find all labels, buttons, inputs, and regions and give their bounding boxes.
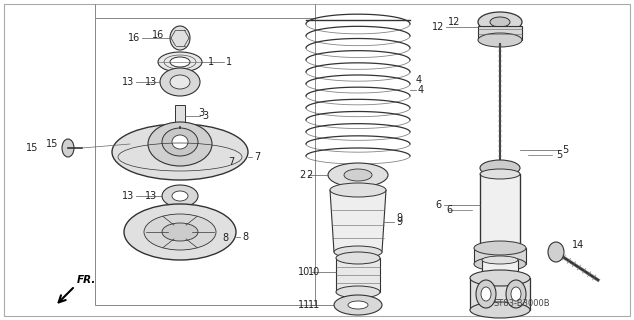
Ellipse shape <box>506 280 526 308</box>
Polygon shape <box>330 190 386 252</box>
Ellipse shape <box>482 274 518 282</box>
Text: 12: 12 <box>432 22 444 32</box>
Ellipse shape <box>474 241 526 255</box>
Text: 4: 4 <box>416 75 422 85</box>
Ellipse shape <box>112 124 248 180</box>
Text: 8: 8 <box>222 233 228 243</box>
Ellipse shape <box>336 286 380 298</box>
Text: 15: 15 <box>46 139 58 149</box>
Ellipse shape <box>334 246 382 258</box>
Bar <box>175 105 185 127</box>
Ellipse shape <box>330 183 386 197</box>
Bar <box>95 18 315 305</box>
Text: 13: 13 <box>122 77 134 87</box>
Text: 11: 11 <box>308 300 320 310</box>
Text: 10: 10 <box>298 267 310 277</box>
Ellipse shape <box>470 302 530 318</box>
Ellipse shape <box>490 17 510 27</box>
Text: 13: 13 <box>145 191 157 201</box>
Text: 15: 15 <box>25 143 38 153</box>
Ellipse shape <box>482 256 518 264</box>
Ellipse shape <box>62 139 74 157</box>
Ellipse shape <box>162 185 198 207</box>
Text: 16: 16 <box>152 30 164 40</box>
Ellipse shape <box>124 204 236 260</box>
Text: 3: 3 <box>198 108 204 118</box>
Ellipse shape <box>170 57 190 67</box>
Text: 11: 11 <box>298 300 310 310</box>
Ellipse shape <box>162 223 198 241</box>
Text: ST83-B3000B: ST83-B3000B <box>494 299 550 308</box>
Text: 5: 5 <box>562 145 568 155</box>
Ellipse shape <box>160 68 200 96</box>
Polygon shape <box>336 258 380 292</box>
Text: 4: 4 <box>418 85 424 95</box>
Ellipse shape <box>144 214 216 250</box>
Ellipse shape <box>480 169 520 179</box>
Text: 5: 5 <box>556 150 562 160</box>
Text: 12: 12 <box>448 17 460 27</box>
Ellipse shape <box>170 75 190 89</box>
Text: FR.: FR. <box>77 275 96 285</box>
Text: 13: 13 <box>122 191 134 201</box>
Bar <box>480 174 520 248</box>
Text: 7: 7 <box>254 152 260 162</box>
Ellipse shape <box>470 270 530 286</box>
Ellipse shape <box>334 295 382 315</box>
Ellipse shape <box>476 280 496 308</box>
Ellipse shape <box>481 287 491 301</box>
Ellipse shape <box>162 128 198 156</box>
Ellipse shape <box>480 160 520 176</box>
Ellipse shape <box>148 122 212 166</box>
Text: 7: 7 <box>228 157 234 167</box>
Ellipse shape <box>474 257 526 271</box>
Ellipse shape <box>158 52 202 72</box>
Ellipse shape <box>344 169 372 181</box>
Text: 1: 1 <box>208 57 214 67</box>
Bar <box>474 248 526 264</box>
Text: 9: 9 <box>396 213 402 223</box>
Text: 8: 8 <box>242 232 248 242</box>
Ellipse shape <box>480 243 520 253</box>
Ellipse shape <box>348 301 368 309</box>
Ellipse shape <box>172 135 188 149</box>
Text: 14: 14 <box>572 240 585 250</box>
Text: 6: 6 <box>436 200 442 210</box>
Ellipse shape <box>548 242 564 262</box>
Text: 13: 13 <box>145 77 157 87</box>
Text: 2: 2 <box>306 170 313 180</box>
Text: 6: 6 <box>446 205 452 215</box>
Ellipse shape <box>172 191 188 201</box>
Text: 2: 2 <box>300 170 306 180</box>
Bar <box>470 278 530 310</box>
Bar <box>478 26 522 40</box>
Text: 3: 3 <box>202 111 208 121</box>
Ellipse shape <box>170 26 190 50</box>
Ellipse shape <box>328 163 388 187</box>
Text: 10: 10 <box>308 267 320 277</box>
Ellipse shape <box>336 252 380 264</box>
Ellipse shape <box>478 12 522 32</box>
Text: 9: 9 <box>396 217 402 227</box>
Ellipse shape <box>478 33 522 47</box>
Text: 16: 16 <box>127 33 140 43</box>
Text: 1: 1 <box>226 57 232 67</box>
Bar <box>482 260 518 278</box>
Ellipse shape <box>511 287 521 301</box>
